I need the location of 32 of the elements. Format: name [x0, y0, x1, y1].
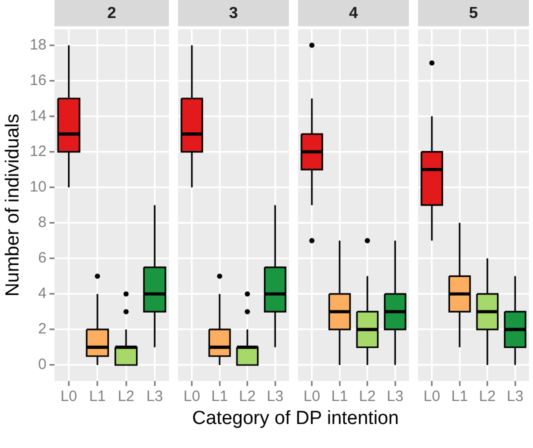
x-tick-label: L2 [479, 388, 496, 406]
x-tick-label: L3 [146, 388, 164, 406]
y-tick-label: 0 [38, 356, 46, 374]
x-tick-label: L1 [211, 388, 228, 406]
x-tick-label: L2 [239, 388, 256, 406]
y-tick-label: 8 [38, 214, 46, 232]
x-tick-label: L2 [359, 388, 376, 406]
y-tick-label: 12 [30, 142, 46, 160]
x-tick-label: L0 [424, 388, 440, 406]
x-tick-label: L0 [184, 388, 200, 406]
x-tick-label: L3 [266, 388, 284, 406]
y-tick-label: 2 [38, 320, 46, 338]
chart-title: 5 [469, 5, 478, 22]
chart-title: 4 [349, 5, 358, 22]
y-tick-label: 14 [30, 107, 46, 124]
x-axis-title: Category of DP intention [191, 408, 400, 430]
x-tick-label: L3 [386, 388, 404, 406]
x-tick-label: L1 [331, 388, 348, 406]
x-tick-label: L1 [451, 388, 468, 406]
y-axis-title: Number of individuals [2, 114, 24, 296]
x-tick-label: L2 [118, 388, 134, 406]
y-tick-label: 18 [30, 36, 46, 54]
x-tick-label: L3 [506, 388, 524, 406]
x-tick-label: L0 [60, 388, 78, 406]
x-tick-label: L1 [89, 388, 106, 406]
y-tick-label: 10 [30, 178, 46, 196]
y-tick-label: 16 [30, 72, 46, 89]
y-tick-label: 4 [38, 285, 46, 302]
y-tick-label: 6 [38, 250, 46, 267]
chart-title: 3 [229, 5, 238, 22]
chart-title: 2 [107, 5, 116, 22]
x-tick-label: L0 [304, 388, 320, 406]
